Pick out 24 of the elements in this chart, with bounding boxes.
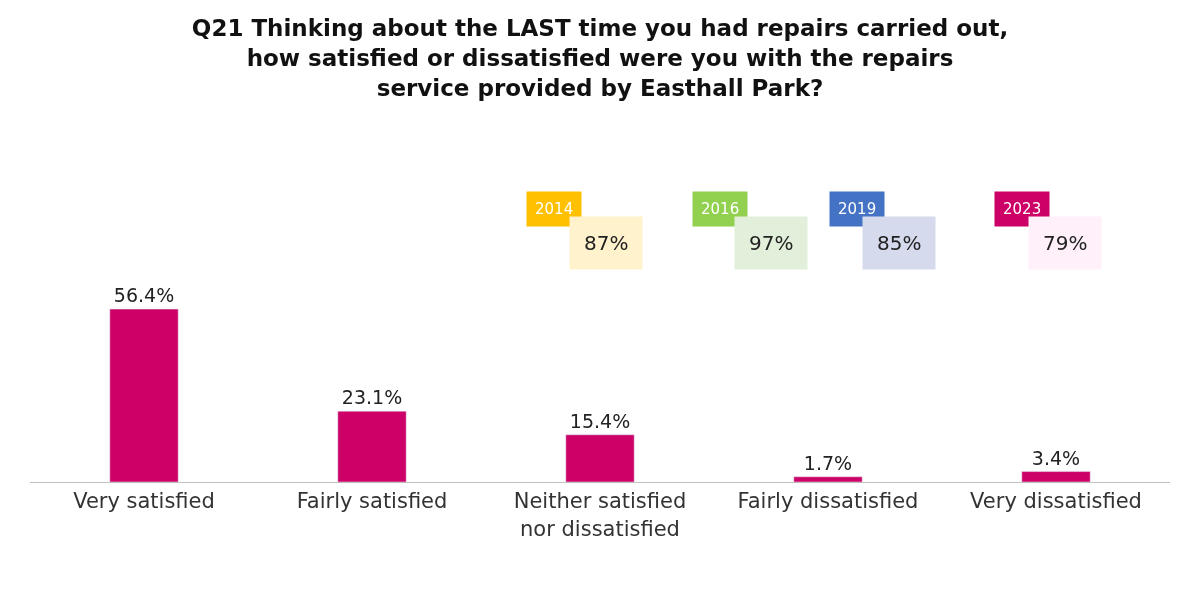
data-label: 23.1% bbox=[341, 386, 403, 409]
data-label: 1.7% bbox=[803, 451, 853, 474]
data-label: 56.4% bbox=[113, 284, 175, 307]
x-tick-label: Fairly satisfied bbox=[296, 489, 448, 514]
data-label: 15.4% bbox=[569, 409, 631, 432]
text: 2016 bbox=[701, 200, 740, 218]
chart-title: Q21 Thinking about the LAST time you had repairs carried out, how satisfied or dissatisfied were you with the repairs service provided by Easthall Park? bbox=[191, 14, 1009, 101]
data-label: 3.4% bbox=[1031, 446, 1081, 469]
text: 97% bbox=[749, 231, 794, 255]
x-tick-label: Neither satisfied nor dissatisfied bbox=[513, 489, 687, 541]
bar bbox=[1021, 471, 1091, 482]
bar bbox=[337, 410, 407, 482]
x-tick-label: Very satisfied bbox=[73, 489, 215, 514]
text: 79% bbox=[1043, 231, 1088, 255]
bar bbox=[109, 308, 179, 482]
text: 2014 bbox=[535, 200, 574, 218]
x-tick-label: Very dissatisfied bbox=[970, 489, 1142, 514]
text: 87% bbox=[584, 231, 629, 255]
bar bbox=[793, 476, 863, 482]
x-tick-label: Fairly dissatisfied bbox=[737, 489, 919, 514]
text: 85% bbox=[877, 231, 922, 255]
bar bbox=[565, 434, 635, 482]
text: 2023 bbox=[1003, 200, 1042, 218]
text: 2019 bbox=[838, 200, 877, 218]
